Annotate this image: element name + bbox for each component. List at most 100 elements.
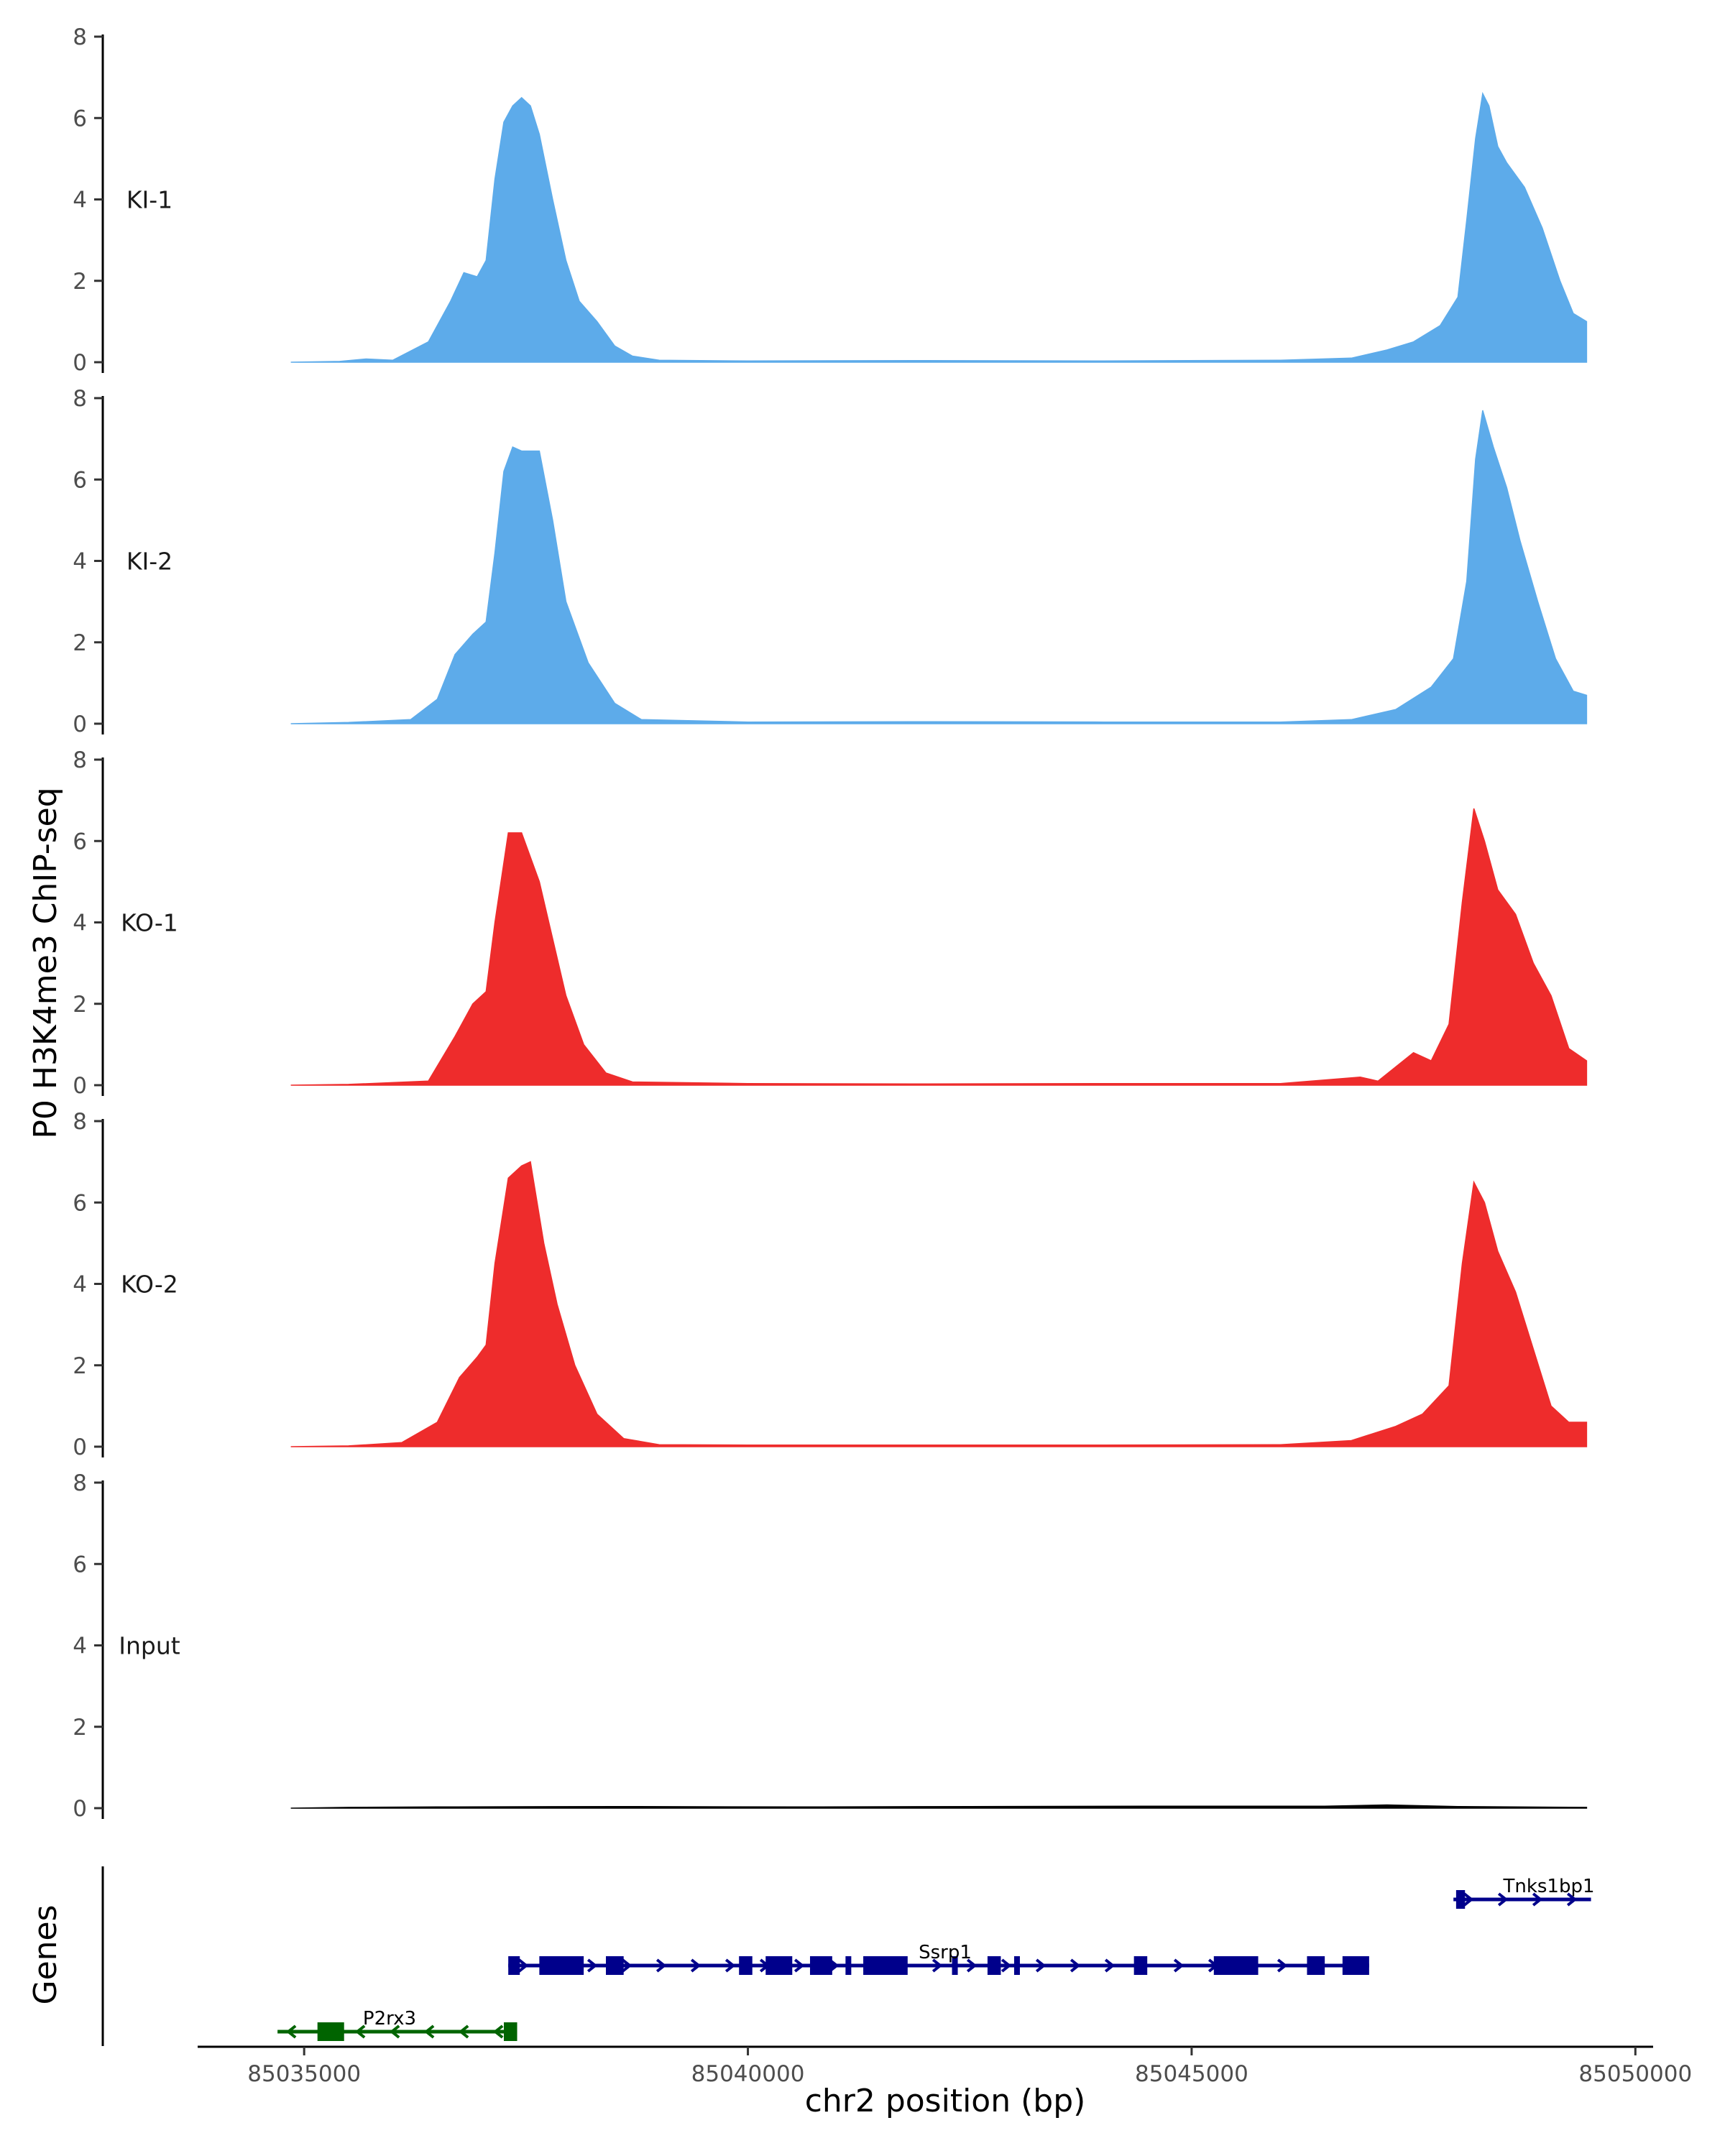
- exon: [539, 1956, 584, 1975]
- coverage-tracks: 0 2 4 6 8 KI-1 0 2 4 6 8 KI-2 0 2 4 6 8 KO-1 0 2 4 6 8 KO-2 0 2 4 6…: [73, 24, 1588, 1822]
- strand-chevron: [794, 1958, 805, 1973]
- exon: [765, 1956, 793, 1975]
- y-tick-label: 4: [73, 1634, 87, 1659]
- track-label: KO-1: [121, 909, 178, 937]
- y-tick-label: 6: [73, 1552, 87, 1577]
- y-tick-label: 8: [73, 747, 87, 773]
- track-label: KI-1: [126, 186, 172, 214]
- strand-chevron: [1566, 1892, 1578, 1907]
- track-label: Input: [119, 1632, 180, 1660]
- strand-chevron: [656, 1958, 667, 1973]
- strand-chevron: [354, 2024, 366, 2039]
- strand-chevron: [518, 1958, 529, 1973]
- y-tick-label: 4: [73, 1272, 87, 1298]
- exon: [503, 2022, 518, 2041]
- strand-chevron: [586, 1958, 598, 1973]
- y-tick-label: 0: [73, 711, 87, 737]
- y-tick-label: 0: [73, 1073, 87, 1099]
- strand-chevron: [389, 2024, 400, 2039]
- x-axis: 85035000 85040000 85045000 85050000: [198, 2045, 1692, 2087]
- y-tick-label: 6: [73, 106, 87, 132]
- y-tick-label: 4: [73, 911, 87, 936]
- track-ki-2: 0 2 4 6 8 KI-2: [73, 386, 1588, 737]
- track-label: KO-2: [121, 1271, 178, 1299]
- strand-chevron: [1463, 1892, 1474, 1907]
- gene-ssrp1: Ssrp1: [508, 1942, 1369, 1975]
- coverage-area: [290, 1161, 1588, 1447]
- strand-chevron: [1104, 1958, 1116, 1973]
- x-tick-label: 85045000: [1135, 2061, 1248, 2087]
- strand-chevron: [423, 2024, 435, 2039]
- x-axis-title: chr2 position (bp): [805, 2083, 1086, 2119]
- strand-chevron: [1532, 1892, 1543, 1907]
- exon: [605, 1956, 624, 1975]
- strand-chevron: [1497, 1892, 1509, 1907]
- exon: [1342, 1956, 1369, 1975]
- coverage-area: [290, 91, 1588, 363]
- exon: [863, 1956, 908, 1975]
- exon: [739, 1956, 753, 1975]
- gene-label: P2rx3: [363, 2008, 416, 2030]
- strand-chevron: [492, 2024, 504, 2039]
- exon: [508, 1956, 520, 1975]
- x-tick-label: 85040000: [691, 2061, 805, 2087]
- exon: [952, 1956, 958, 1975]
- strand-chevron: [724, 1958, 736, 1973]
- exon: [987, 1956, 1001, 1975]
- exon: [809, 1956, 832, 1975]
- x-tick-label: 85050000: [1578, 2061, 1692, 2087]
- strand-chevron: [1000, 1958, 1012, 1973]
- y-tick-label: 4: [73, 188, 87, 213]
- y-tick-label: 8: [73, 1109, 87, 1135]
- y-tick-label: 8: [73, 386, 87, 412]
- y-tick-label: 2: [73, 992, 87, 1018]
- gene-annotation-panel: Ssrp1 Tnks1bp1 P2rx3: [101, 1866, 1595, 2046]
- y-tick-label: 2: [73, 1353, 87, 1379]
- coverage-area: [290, 1804, 1588, 1809]
- strand-chevron: [690, 1958, 702, 1973]
- y-tick-label: 6: [73, 829, 87, 854]
- strand-chevron: [1276, 1958, 1288, 1973]
- y-tick-label: 6: [73, 1190, 87, 1216]
- y-tick-label: 2: [73, 269, 87, 295]
- strand-chevron: [285, 2024, 297, 2039]
- y-tick-label: 8: [73, 1470, 87, 1496]
- y-tick-label: 4: [73, 549, 87, 575]
- strand-chevron: [1173, 1958, 1184, 1973]
- y-tick-label: 0: [73, 350, 87, 376]
- track-ki-1: 0 2 4 6 8 KI-1: [73, 24, 1588, 376]
- gene-tnks1bp1: Tnks1bp1: [1453, 1876, 1595, 1909]
- coverage-area: [290, 410, 1588, 724]
- coverage-area: [290, 808, 1588, 1086]
- strand-chevron: [1035, 1958, 1046, 1973]
- x-tick-label: 85035000: [247, 2061, 361, 2087]
- strand-chevron: [458, 2024, 469, 2039]
- y-tick-label: 2: [73, 1715, 87, 1741]
- y-axis-title: P0 H3K4me3 ChIP-seq: [27, 787, 64, 1138]
- exon: [1013, 1956, 1020, 1975]
- genes-axis-title: Genes: [27, 1904, 64, 2004]
- track-ko-2: 0 2 4 6 8 KO-2: [73, 1109, 1588, 1460]
- strand-chevron: [621, 1958, 632, 1973]
- y-tick-label: 0: [73, 1434, 87, 1460]
- exon: [845, 1956, 852, 1975]
- y-tick-label: 2: [73, 630, 87, 656]
- track-input: 0 2 4 6 8 Input: [73, 1470, 1588, 1822]
- gene-p2rx3: P2rx3: [277, 2008, 518, 2041]
- gene-label: Ssrp1: [919, 1942, 972, 1963]
- y-tick-label: 6: [73, 467, 87, 493]
- exon: [317, 2022, 344, 2041]
- exon: [1307, 1956, 1325, 1975]
- exon: [1133, 1956, 1148, 1975]
- y-tick-label: 0: [73, 1796, 87, 1822]
- track-ko-1: 0 2 4 6 8 KO-1: [73, 747, 1588, 1099]
- exon: [1213, 1956, 1259, 1975]
- y-tick-label: 8: [73, 24, 87, 50]
- exon: [1455, 1890, 1466, 1909]
- strand-chevron: [966, 1958, 978, 1973]
- track-label: KI-2: [126, 548, 172, 576]
- strand-chevron: [1070, 1958, 1081, 1973]
- gene-label: Tnks1bp1: [1502, 1876, 1594, 1897]
- strand-chevron: [932, 1958, 943, 1973]
